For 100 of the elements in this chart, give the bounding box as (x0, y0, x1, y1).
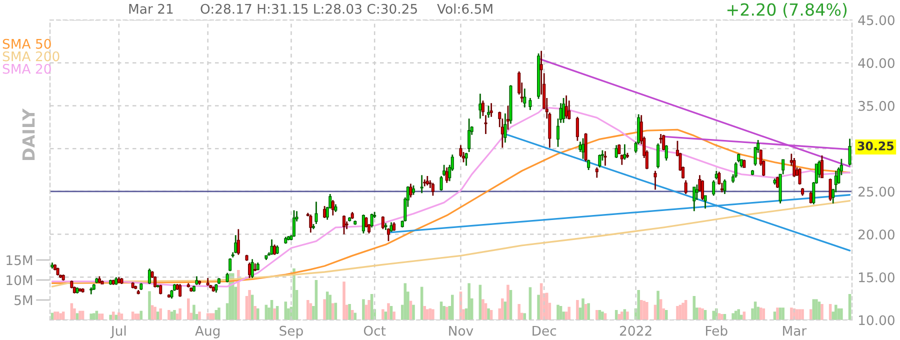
candlestick (490, 102, 493, 118)
candlestick (776, 176, 780, 189)
bar (596, 310, 598, 320)
candlestick (562, 97, 566, 124)
line-series (51, 200, 851, 288)
candlestick (412, 184, 416, 196)
x-tick-label: Jul (110, 326, 126, 338)
candlestick (270, 238, 274, 256)
bar (90, 314, 93, 320)
x-tick-label: Nov (449, 326, 474, 336)
bar (732, 313, 734, 320)
candlestick (323, 205, 326, 219)
y2-tick-label: 15M (6, 255, 32, 266)
candlestick (620, 154, 624, 166)
candlestick (331, 199, 334, 216)
bar (292, 268, 296, 320)
bar (618, 314, 621, 320)
bar (198, 312, 201, 320)
candlestick (309, 214, 312, 234)
candlestick (440, 175, 443, 192)
bar (762, 308, 766, 320)
candlestick (420, 174, 424, 194)
bar (834, 304, 838, 320)
bar (582, 298, 584, 320)
candlestick (576, 116, 579, 142)
bar (737, 309, 740, 320)
candlestick (431, 182, 434, 196)
bar (801, 309, 804, 320)
y-tick-label: 40.00 (858, 58, 894, 68)
x-tick-label: Mar (783, 326, 807, 336)
x-tick-label: Sep (280, 326, 303, 338)
candlestick (848, 138, 852, 166)
bar (212, 313, 215, 320)
candlestick (656, 142, 660, 169)
candlestick (148, 268, 152, 285)
bar (720, 314, 724, 320)
bar (173, 310, 176, 320)
candlestick (712, 180, 716, 196)
candlestick (704, 195, 707, 210)
bar (782, 308, 784, 320)
bar (92, 313, 96, 320)
candlestick (486, 105, 490, 118)
text: O:28.17 H:31.15 L:28.03 C:30.25 (200, 4, 417, 14)
bar (148, 291, 151, 320)
candlestick (828, 178, 832, 202)
bar (114, 314, 118, 320)
bar (537, 294, 540, 320)
bar (626, 312, 629, 320)
y-tick-label: 10.00 (859, 315, 894, 326)
candlestick (226, 272, 229, 283)
bar (487, 308, 490, 320)
x-tick-label: Oct (364, 326, 386, 336)
bar (701, 308, 704, 320)
bar (451, 294, 454, 320)
bar (482, 299, 484, 320)
bar (501, 298, 504, 320)
candlestick (228, 258, 232, 272)
candlestick (504, 112, 507, 144)
x-tick-label: 2022 (620, 326, 652, 336)
candlestick (409, 183, 412, 198)
candlestick (370, 213, 374, 228)
text: SMA 20 (2, 64, 51, 74)
candlestick (478, 93, 482, 120)
bar (840, 308, 843, 320)
x-tick-label: Feb (706, 326, 728, 336)
bar (556, 304, 560, 320)
bar (218, 308, 220, 320)
bar (540, 283, 543, 320)
y-tick-label: 20.00 (858, 230, 894, 240)
y-tick-label: 35.00 (858, 100, 894, 111)
bar (78, 310, 82, 320)
candlestick (598, 154, 602, 168)
candlestick (528, 97, 532, 111)
bar (248, 290, 251, 320)
bar (812, 299, 816, 320)
x-tick-label: Aug (195, 326, 220, 338)
bar (178, 308, 182, 320)
bar (468, 283, 470, 320)
y2-tick-label: 5M (14, 295, 32, 306)
bar (776, 308, 779, 320)
candlestick (236, 228, 240, 256)
bar (362, 299, 365, 320)
bar (656, 290, 660, 320)
bar (273, 308, 276, 320)
candlestick (442, 164, 446, 177)
bar (237, 270, 240, 320)
y-tick-label: 45.00 (858, 15, 894, 26)
candlestick (692, 186, 696, 212)
candlestick (159, 284, 162, 295)
bar (637, 290, 640, 320)
candlestick (798, 168, 802, 186)
bar (601, 312, 604, 320)
bar (790, 308, 793, 320)
bar (820, 304, 824, 320)
text: +2.20 (7.84%) (727, 2, 847, 18)
bar (159, 308, 162, 320)
candlestick (792, 157, 796, 178)
candlestick (581, 138, 585, 160)
candlestick (314, 201, 318, 225)
bar (568, 306, 570, 320)
